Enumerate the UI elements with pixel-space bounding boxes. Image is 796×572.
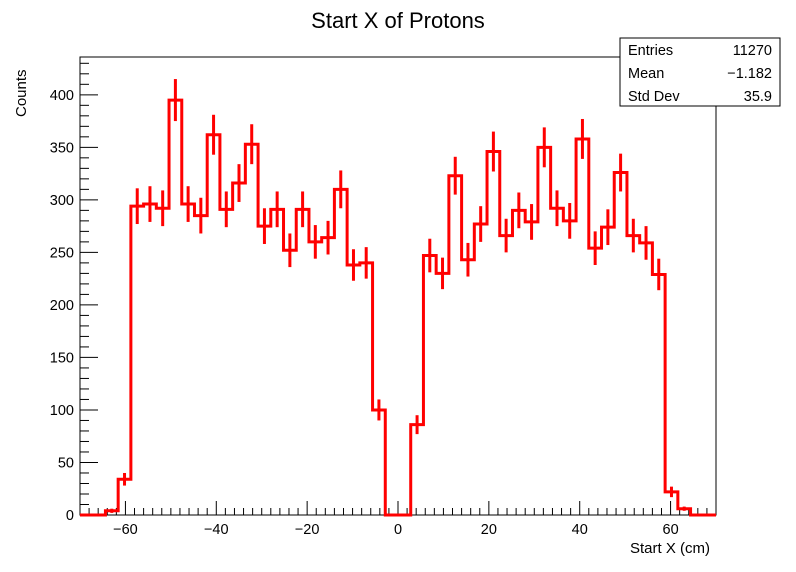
y-tick-label: 100 xyxy=(50,403,74,419)
y-tick-label: 300 xyxy=(50,193,74,209)
stats-stddev-label: Std Dev xyxy=(628,89,680,105)
x-tick-label: 20 xyxy=(481,522,497,538)
y-tick-label: 250 xyxy=(50,245,74,261)
chart-title: Start X of Protons xyxy=(311,8,485,33)
stats-entries-value: 11270 xyxy=(733,43,772,59)
stats-box-frame xyxy=(619,37,781,107)
y-tick-label: 350 xyxy=(50,140,74,156)
y-tick-label: 0 xyxy=(66,508,74,524)
stats-stddev-value: 35.9 xyxy=(744,89,772,105)
plot-frame xyxy=(79,56,717,516)
histogram-series xyxy=(80,79,716,517)
y-axis: 0 50 100 150 200 250 300 350 400 xyxy=(50,62,98,524)
y-tick-label: 50 xyxy=(58,455,74,471)
x-tick-label: 60 xyxy=(663,522,679,538)
x-tick-label: 0 xyxy=(394,522,402,538)
x-tick-label: 40 xyxy=(572,522,588,538)
x-tick-label: −40 xyxy=(204,522,229,538)
histogram-outline xyxy=(80,98,716,517)
x-tick-label: −60 xyxy=(113,522,138,538)
stats-mean-value: −1.182 xyxy=(727,66,772,82)
y-tick-label: 150 xyxy=(50,350,74,366)
stats-entries-label: Entries xyxy=(628,43,673,59)
x-axis: −60 −40 −20 0 20 40 60 xyxy=(79,501,717,538)
y-tick-label: 400 xyxy=(50,88,74,104)
y-tick-label: 200 xyxy=(50,298,74,314)
stats-box: Entries 11270 Mean −1.182 Std Dev 35.9 xyxy=(619,37,781,107)
x-tick-label: −20 xyxy=(295,522,320,538)
stats-mean-label: Mean xyxy=(628,66,664,82)
y-axis-label: Counts xyxy=(13,69,30,117)
x-axis-label: Start X (cm) xyxy=(630,540,710,557)
